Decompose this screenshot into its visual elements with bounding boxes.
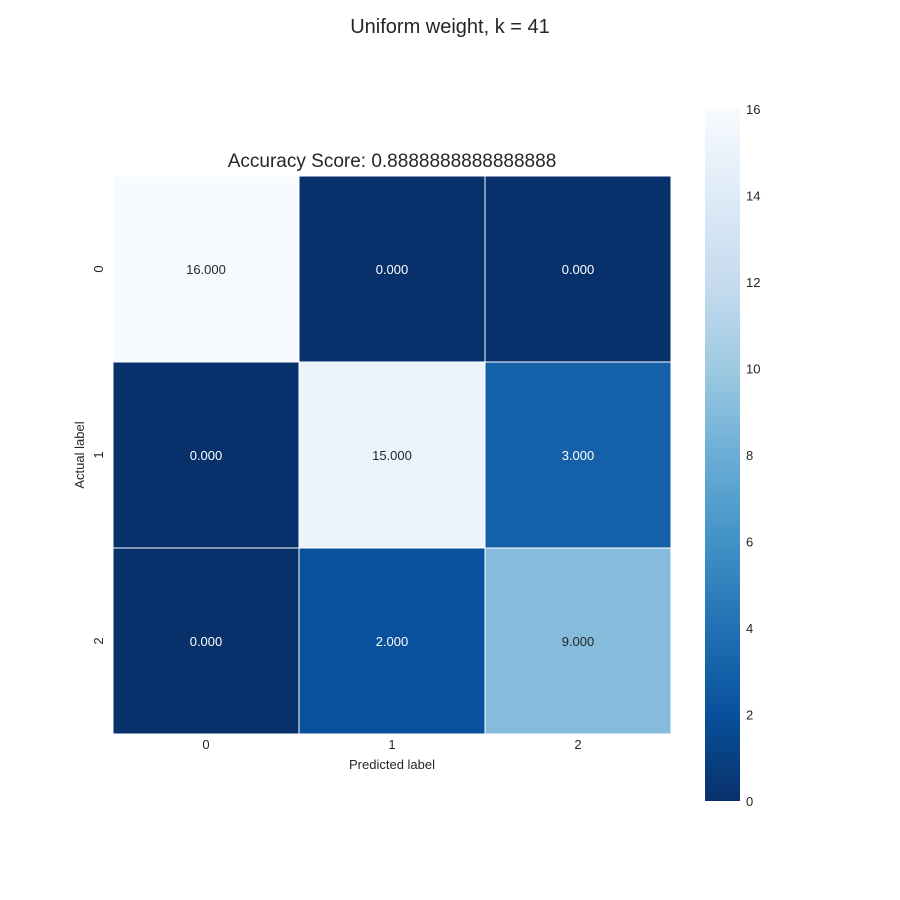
colorbar-tick-label: 6	[746, 535, 753, 550]
heatmap-cell-label: 2.000	[376, 634, 409, 649]
colorbar-tick-label: 8	[746, 448, 753, 463]
chart-title: Accuracy Score: 0.8888888888888888	[228, 151, 557, 172]
heatmap-cell-label: 15.000	[372, 448, 412, 463]
heatmap-cell	[112, 361, 300, 549]
heatmap-cell-label: 0.000	[562, 262, 595, 277]
heatmap-cells	[112, 175, 672, 735]
y-tick-label: 2	[91, 637, 106, 644]
y-tick-label: 1	[91, 451, 106, 458]
figure-suptitle: Uniform weight, k = 41	[350, 16, 550, 38]
heatmap-cell-label: 16.000	[186, 262, 226, 277]
y-axis-label: Actual label	[72, 421, 87, 488]
heatmap-cell-label: 0.000	[376, 262, 409, 277]
colorbar-tick-label: 10	[746, 362, 760, 377]
x-axis-tick-labels: 0 1 2	[202, 737, 581, 752]
x-tick-label: 1	[388, 737, 395, 752]
heatmap-cell-labels: 16.000 0.000 0.000 0.000 15.000 3.000 0.000 2.0…	[186, 262, 594, 649]
x-axis-label: Predicted label	[349, 757, 435, 772]
heatmap-cell-label: 0.000	[190, 634, 223, 649]
heatmap-cell	[484, 361, 672, 549]
colorbar-tick-labels: 0 2 4 6 8 10 12 14 16	[746, 102, 760, 809]
colorbar-tick-label: 0	[746, 794, 753, 809]
colorbar-tick-label: 4	[746, 621, 753, 636]
heatmap-cell	[298, 175, 486, 363]
heatmap-cell-label: 0.000	[190, 448, 223, 463]
heatmap-cell	[298, 547, 486, 735]
colorbar-tick-label: 14	[746, 189, 760, 204]
heatmap-cell	[298, 361, 486, 549]
colorbar-tick-label: 16	[746, 102, 760, 117]
colorbar-tick-label: 2	[746, 708, 753, 723]
y-axis-tick-labels: 0 1 2	[91, 265, 106, 644]
heatmap-cell	[484, 175, 672, 363]
heatmap-cell-label: 9.000	[562, 634, 595, 649]
heatmap-cell	[112, 175, 300, 363]
x-tick-label: 2	[574, 737, 581, 752]
colorbar	[705, 109, 740, 801]
colorbar-tick-label: 12	[746, 275, 760, 290]
x-tick-label: 0	[202, 737, 209, 752]
heatmap-cell-label: 3.000	[562, 448, 595, 463]
heatmap-cell	[484, 547, 672, 735]
y-tick-label: 0	[91, 265, 106, 272]
heatmap-cell	[112, 547, 300, 735]
